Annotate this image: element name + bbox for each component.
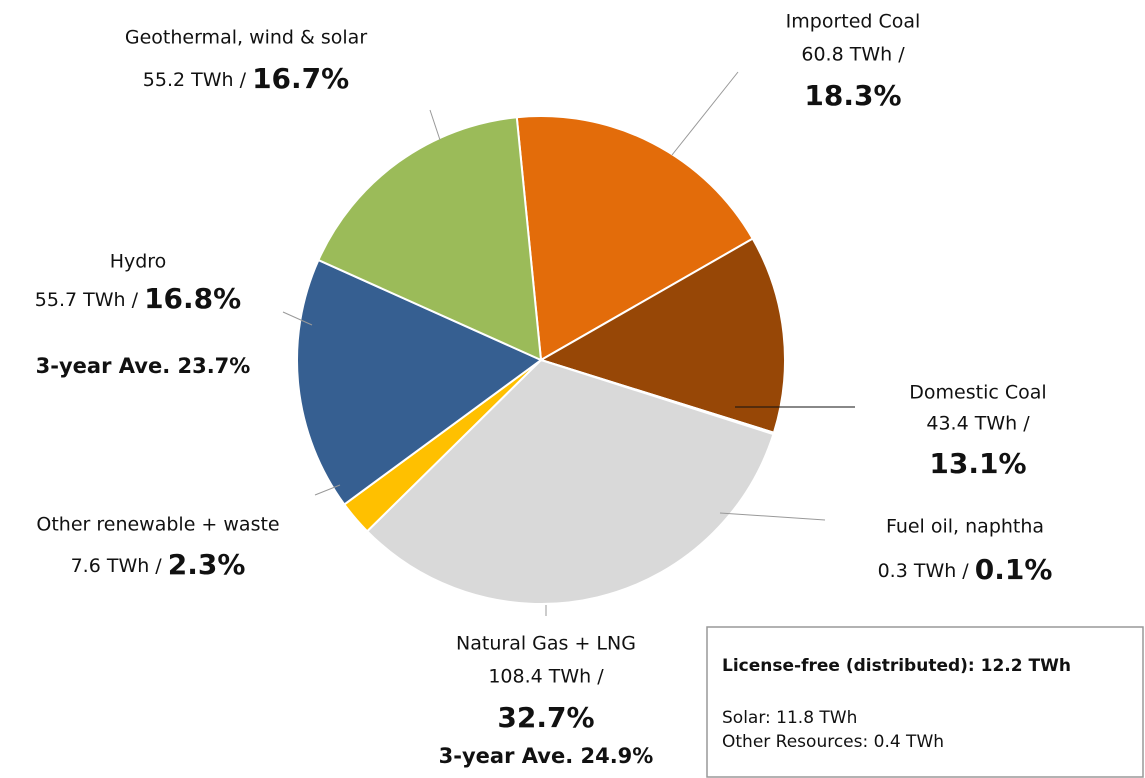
- slice-name: Domestic Coal: [909, 382, 1046, 404]
- percent-label: 18.3%: [804, 79, 901, 112]
- energy-label: 60.8 TWh /: [801, 44, 905, 66]
- note-line: Other Resources: 0.4 TWh: [722, 732, 944, 752]
- leader-line: [282, 311, 313, 326]
- note-box: [706, 626, 1144, 778]
- annotation: 3-year Ave. 23.7%: [36, 354, 251, 378]
- leader-line: [314, 484, 341, 496]
- energy-label: 55.2 TWh /: [143, 69, 247, 91]
- percent-label: 32.7%: [497, 701, 594, 734]
- slice-name: Hydro: [110, 251, 167, 273]
- slice-name: Other renewable + waste: [36, 514, 279, 536]
- energy-label: 55.7 TWh /: [35, 289, 139, 311]
- pie-slice: [317, 116, 543, 362]
- leader-line: [671, 71, 739, 156]
- energy-label: 108.4 TWh /: [488, 666, 604, 688]
- energy-label: 7.6 TWh /: [71, 555, 163, 577]
- leader-line: [429, 109, 441, 141]
- pie-slice: [296, 258, 543, 506]
- percent-label: 16.7%: [252, 62, 349, 95]
- slice-label: 7.6 TWh / 2.3%: [71, 548, 246, 581]
- percent-label: 0.1%: [975, 553, 1053, 586]
- leader-line: [719, 512, 826, 521]
- pie-slice: [365, 358, 775, 605]
- note-line: Solar: 11.8 TWh: [722, 708, 857, 728]
- slice-label: 55.2 TWh / 16.7%: [143, 62, 349, 95]
- percent-label: 13.1%: [929, 447, 1026, 480]
- note-title: License-free (distributed): 12.2 TWh: [722, 656, 1071, 676]
- slice-label: 0.3 TWh / 0.1%: [878, 553, 1053, 586]
- slice-name: Natural Gas + LNG: [456, 633, 636, 655]
- energy-label: 0.3 TWh /: [878, 560, 970, 582]
- slice-name: Fuel oil, naphtha: [886, 516, 1044, 538]
- annotation: 3-year Ave. 24.9%: [439, 744, 654, 768]
- slice-name: Imported Coal: [786, 11, 921, 33]
- slice-label: 55.7 TWh / 16.8%: [35, 282, 241, 315]
- pie-slice: [515, 115, 755, 362]
- percent-label: 2.3%: [168, 548, 246, 581]
- percent-label: 16.8%: [144, 282, 241, 315]
- slice-name: Geothermal, wind & solar: [125, 27, 367, 49]
- energy-label: 43.4 TWh /: [926, 413, 1030, 435]
- pie-slice: [538, 237, 786, 434]
